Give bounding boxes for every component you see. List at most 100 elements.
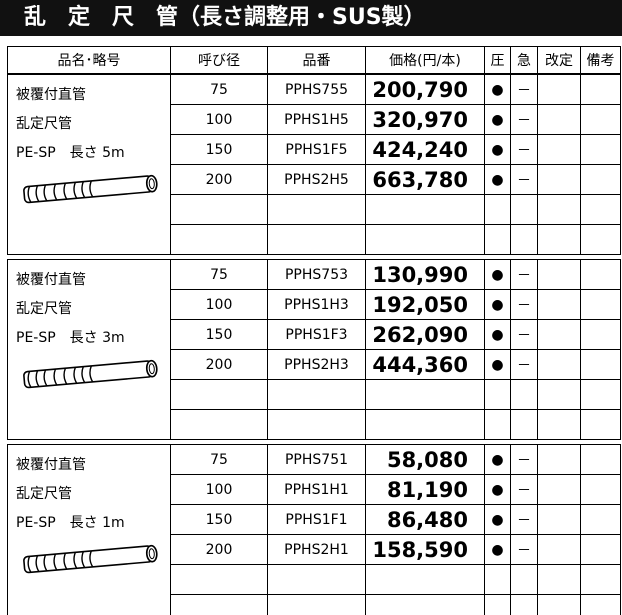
note-cell [580,259,621,290]
empty-cell [484,564,511,595]
revision-cell [537,349,581,380]
empty-cell [537,594,581,615]
empty-cell [510,409,538,440]
table-row [8,224,621,255]
empty-cell [267,409,366,440]
empty-cell [365,594,485,615]
code-cell: PPHS2H3 [267,349,366,380]
size-cell: 200 [170,164,268,195]
price-cell: 320,970 [365,104,485,135]
group-table: 被覆付直管 乱定尺管 PE-SP 長さ 1m 75 PPHS751 58,080 ● － 10… [7,444,621,615]
empty-cell [267,564,366,595]
revision-cell [537,74,581,105]
note-cell [580,104,621,135]
group-table: 被覆付直管 乱定尺管 PE-SP 長さ 5m 75 PPHS755 200,790 ● － 1… [7,74,621,255]
pressure-cell: ● [484,74,511,105]
product-label: 被覆付直管 乱定尺管 PE-SP 長さ 5m [7,74,171,255]
empty-cell [537,409,581,440]
pressure-cell: ● [484,164,511,195]
size-cell: 75 [170,74,268,105]
empty-cell [510,594,538,615]
empty-cell [365,409,485,440]
price-cell: 424,240 [365,134,485,165]
empty-cell [537,564,581,595]
note-cell [580,319,621,350]
pipe-icon [23,544,158,574]
urgent-cell: － [510,74,538,105]
empty-cell [537,194,581,225]
pressure-cell: ● [484,349,511,380]
empty-cell [484,409,511,440]
header-cell: 品番 [267,46,366,74]
table-row [8,594,621,615]
urgent-cell: － [510,104,538,135]
pressure-cell: ● [484,534,511,565]
revision-cell [537,474,581,505]
header-cell: 圧 [484,46,511,74]
label-line: PE-SP 長さ 1m [16,515,125,531]
label-line: 被覆付直管 [16,272,86,288]
product-label: 被覆付直管 乱定尺管 PE-SP 長さ 1m [7,444,171,615]
table-row: 150 PPHS1F3 262,090 ● － [8,319,621,350]
note-cell [580,349,621,380]
header-cell: 急 [510,46,538,74]
note-cell [580,504,621,535]
table-row: 100 PPHS1H5 320,970 ● － [8,104,621,135]
code-cell: PPHS1F3 [267,319,366,350]
header-cell: 改定 [537,46,581,74]
price-cell: 130,990 [365,259,485,290]
table-row: 被覆付直管 乱定尺管 PE-SP 長さ 5m 75 PPHS755 200,790 ● － [7,74,621,255]
pressure-cell: ● [484,259,511,290]
urgent-cell: － [510,534,538,565]
header-cell: 備考 [580,46,621,74]
table-row: 被覆付直管 乱定尺管 PE-SP 長さ 1m 75 PPHS751 58,080 ● － [7,444,621,615]
table-row: 200 PPHS2H1 158,590 ● － [8,534,621,565]
size-cell: 150 [170,319,268,350]
note-cell [580,474,621,505]
code-cell: PPHS2H1 [267,534,366,565]
table-row: 150 PPHS1F5 424,240 ● － [8,134,621,165]
code-cell: PPHS1H5 [267,104,366,135]
empty-cell [170,224,268,255]
empty-cell [267,379,366,410]
pipe-icon [23,174,158,204]
urgent-cell: － [510,134,538,165]
empty-cell [580,594,621,615]
empty-cell [365,194,485,225]
price-cell: 158,590 [365,534,485,565]
size-cell: 150 [170,134,268,165]
urgent-cell: － [510,349,538,380]
empty-cell [484,594,511,615]
empty-cell [267,224,366,255]
table-row: 200 PPHS2H5 663,780 ● － [8,164,621,195]
note-cell [580,164,621,195]
header-cell: 価格(円/本) [365,46,485,74]
code-cell: PPHS2H5 [267,164,366,195]
urgent-cell: － [510,444,538,475]
size-cell: 200 [170,349,268,380]
urgent-cell: － [510,319,538,350]
empty-cell [170,379,268,410]
revision-cell [537,259,581,290]
header-table: 品名･略号 呼び径 品番 価格(円/本) 圧急改定 備考 [7,46,621,74]
title: 乱 定 尺 管（長さ調整用・SUS製） [0,0,622,36]
price-cell: 663,780 [365,164,485,195]
size-cell: 100 [170,289,268,320]
size-cell: 75 [170,259,268,290]
urgent-cell: － [510,289,538,320]
table-row [8,409,621,440]
revision-cell [537,134,581,165]
code-cell: PPHS755 [267,74,366,105]
pressure-cell: ● [484,319,511,350]
label-line: 被覆付直管 [16,457,86,473]
price-cell: 81,190 [365,474,485,505]
empty-cell [365,224,485,255]
size-cell: 75 [170,444,268,475]
label-line: 被覆付直管 [16,87,86,103]
pressure-cell: ● [484,134,511,165]
code-cell: PPHS1H3 [267,289,366,320]
empty-cell [365,564,485,595]
table-row: 100 PPHS1H1 81,190 ● － [8,474,621,505]
label-line: PE-SP 長さ 3m [16,330,125,346]
